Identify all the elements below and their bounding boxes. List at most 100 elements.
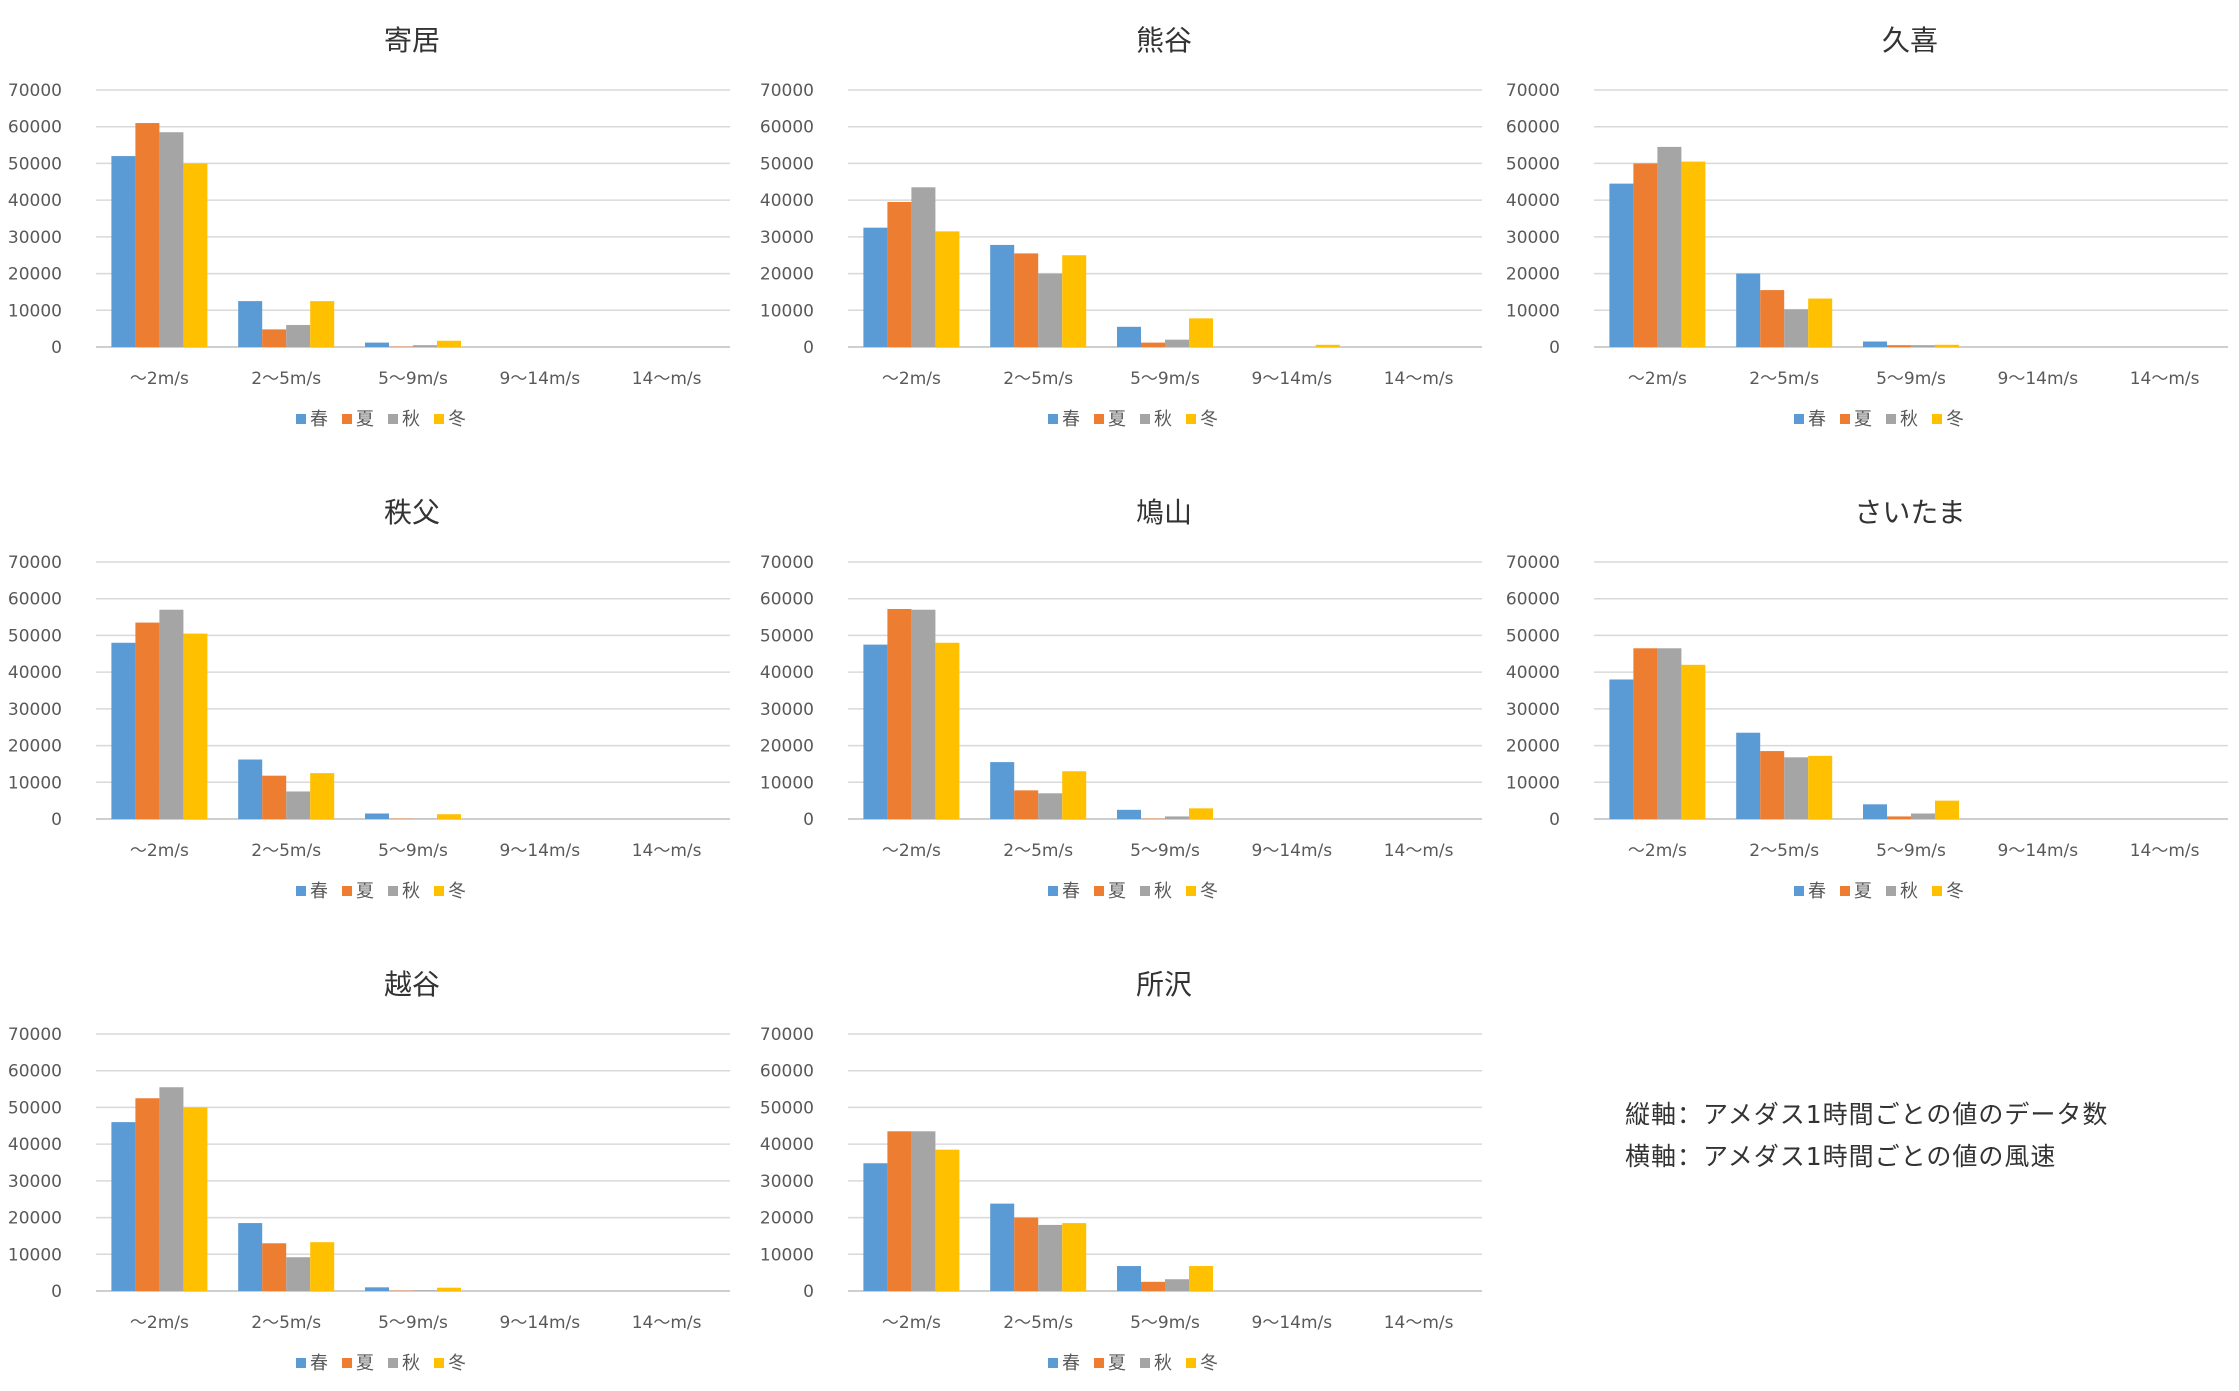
bar-冬 <box>1189 808 1213 819</box>
y-tick-label: 60000 <box>1506 118 1560 138</box>
legend-swatch-秋 <box>1140 414 1150 424</box>
x-tick-label: 9〜14m/s <box>1252 369 1333 389</box>
legend-label: 冬 <box>448 881 466 902</box>
x-tick-label: 〜2m/s <box>1628 369 1687 389</box>
y-tick-label: 0 <box>1549 810 1560 830</box>
bar-秋 <box>159 609 184 819</box>
legend-label: 春 <box>1808 881 1826 902</box>
y-tick-label: 30000 <box>8 700 62 720</box>
x-tick-label: 〜2m/s <box>130 369 189 389</box>
bar-春 <box>365 342 389 347</box>
y-tick-label: 40000 <box>760 663 814 683</box>
y-tick-label: 30000 <box>8 1172 62 1192</box>
y-tick-label: 70000 <box>1506 81 1560 101</box>
x-tick-label: 14〜m/s <box>2130 841 2200 861</box>
bar-夏 <box>887 608 912 819</box>
bar-秋 <box>1784 309 1809 347</box>
bar-春 <box>111 642 136 819</box>
x-tick-label: 2〜5m/s <box>1003 369 1073 389</box>
x-tick-label: 14〜m/s <box>632 1313 702 1333</box>
legend-swatch-秋 <box>1140 886 1150 896</box>
legend-label: 夏 <box>1854 409 1872 430</box>
legend-swatch-春 <box>1048 886 1058 896</box>
legend-swatch-夏 <box>1840 886 1850 896</box>
bar-夏 <box>262 329 287 347</box>
legend-label: 冬 <box>1200 881 1218 902</box>
x-tick-label: 9〜14m/s <box>500 1313 581 1333</box>
legend-swatch-春 <box>1048 1358 1058 1368</box>
y-tick-label: 0 <box>803 1282 814 1302</box>
y-tick-label: 40000 <box>8 191 62 211</box>
bar-秋 <box>286 324 311 347</box>
bar-夏 <box>262 775 287 819</box>
bar-夏 <box>135 622 160 819</box>
y-tick-label: 30000 <box>1506 700 1560 720</box>
x-tick-label: 2〜5m/s <box>1003 841 1073 861</box>
chart-title: 越谷 <box>384 968 440 1001</box>
legend-label: 夏 <box>1108 409 1126 430</box>
x-tick-label: 9〜14m/s <box>500 841 581 861</box>
legend-swatch-秋 <box>388 1358 398 1368</box>
x-tick-label: 5〜9m/s <box>1130 369 1200 389</box>
legend-label: 夏 <box>356 881 374 902</box>
legend-label: 春 <box>1062 1353 1080 1374</box>
bar-冬 <box>1062 255 1087 347</box>
legend-swatch-冬 <box>1932 414 1942 424</box>
bar-春 <box>990 244 1015 347</box>
x-tick-label: 5〜9m/s <box>378 1313 448 1333</box>
legend-swatch-冬 <box>1932 886 1942 896</box>
x-tick-label: 5〜9m/s <box>1130 1313 1200 1333</box>
bar-秋 <box>1657 146 1682 347</box>
bar-春 <box>863 1163 888 1291</box>
bar-春 <box>1863 804 1887 819</box>
x-tick-label: 5〜9m/s <box>1876 841 1946 861</box>
legend-label: 夏 <box>1108 1353 1126 1374</box>
bar-春 <box>111 1122 136 1291</box>
y-tick-label: 10000 <box>8 1245 62 1265</box>
bar-冬 <box>1189 1266 1213 1291</box>
x-tick-label: 14〜m/s <box>1384 841 1454 861</box>
y-tick-label: 70000 <box>760 1025 814 1045</box>
bar-夏 <box>1014 790 1039 819</box>
bar-秋 <box>1911 813 1935 819</box>
y-tick-label: 50000 <box>1506 626 1560 646</box>
x-tick-label: 2〜5m/s <box>1749 841 1819 861</box>
y-tick-label: 20000 <box>8 737 62 757</box>
chart-panel: 鳩山 0 10000 20000 30000 40000 50000 60000 70000 〜2… <box>760 496 1482 902</box>
legend-swatch-春 <box>296 414 306 424</box>
y-tick-label: 10000 <box>8 301 62 321</box>
y-tick-label: 50000 <box>760 1098 814 1118</box>
legend-label: 夏 <box>1108 881 1126 902</box>
x-tick-label: 14〜m/s <box>632 841 702 861</box>
y-tick-label: 10000 <box>1506 301 1560 321</box>
y-tick-label: 20000 <box>8 1209 62 1229</box>
y-tick-label: 70000 <box>760 81 814 101</box>
legend-label: 冬 <box>1946 881 1964 902</box>
bar-秋 <box>911 609 936 819</box>
y-tick-label: 70000 <box>1506 553 1560 573</box>
bar-冬 <box>1935 344 1959 347</box>
y-tick-label: 40000 <box>760 191 814 211</box>
bar-冬 <box>437 340 461 347</box>
x-tick-label: 9〜14m/s <box>1998 841 2079 861</box>
y-tick-label: 30000 <box>760 1172 814 1192</box>
chart-title: 久喜 <box>1882 24 1938 57</box>
y-tick-label: 70000 <box>760 553 814 573</box>
bar-冬 <box>1808 755 1833 819</box>
legend-label: 冬 <box>1200 409 1218 430</box>
legend-label: 夏 <box>1854 881 1872 902</box>
bar-春 <box>1117 326 1141 347</box>
legend-swatch-夏 <box>342 1358 352 1368</box>
bar-夏 <box>1014 253 1039 347</box>
x-tick-label: 5〜9m/s <box>378 841 448 861</box>
x-tick-label: 9〜14m/s <box>1998 369 2079 389</box>
bar-夏 <box>1141 342 1165 347</box>
y-tick-label: 0 <box>51 338 62 358</box>
y-tick-label: 60000 <box>8 1062 62 1082</box>
legend-swatch-春 <box>1794 414 1804 424</box>
x-tick-label: 9〜14m/s <box>1252 841 1333 861</box>
legend-swatch-秋 <box>388 414 398 424</box>
bar-春 <box>111 156 136 347</box>
x-tick-label: 〜2m/s <box>130 1313 189 1333</box>
legend-swatch-夏 <box>1094 414 1104 424</box>
